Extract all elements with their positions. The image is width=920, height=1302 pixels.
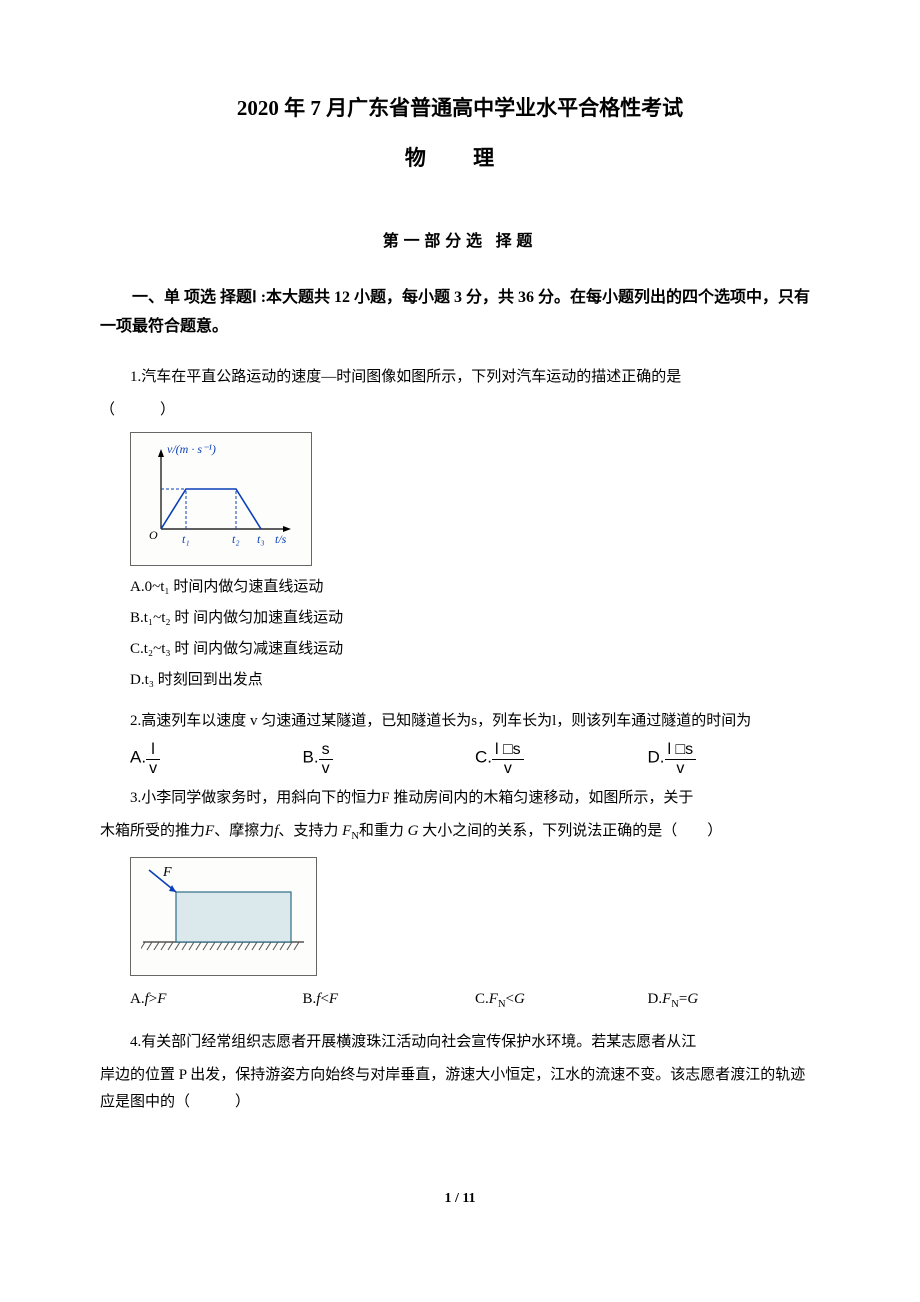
q2-opt-c: C.l □sv <box>475 741 648 777</box>
q2-opt-a-label: A. <box>130 748 146 767</box>
q3-opt-a: A.f>F <box>130 986 303 1015</box>
q2-opt-a-num: l <box>146 741 160 760</box>
q2-opt-d: D.l □sv <box>648 741 821 777</box>
q4-stem-p1: 4.有关部门经常组织志愿者开展横渡珠江活动向社会宣传保护水环境。若某志愿者从江 <box>100 1029 820 1056</box>
q2-opt-a-den: v <box>146 760 160 778</box>
q2-opt-c-label: C. <box>475 748 492 767</box>
title-main: 2020 年 7 月广东省普通高中学业水平合格性考试 <box>100 90 820 128</box>
q1-figure: v/(m · s⁻¹) t/s Ot₁ t₂ t₃ <box>130 432 820 566</box>
q2-opt-b-num: s <box>319 741 333 760</box>
q2-opt-c-num: l □s <box>492 741 524 760</box>
instructions: 一、单 项选 择题Ⅰ :本大题共 12 小题，每小题 3 分，共 36 分。在每… <box>100 284 820 342</box>
q2-opt-a: A.lv <box>130 741 303 777</box>
section-header: 第一部分选 择题 <box>100 228 820 257</box>
q3-stem-p1: 3.小李同学做家务时，用斜向下的恒力F 推动房间内的木箱匀速移动，如图所示，关于 <box>100 785 820 812</box>
svg-text:t₁: t₁ <box>182 532 190 546</box>
q1-opt-b-text: B.t₁~t₂ 时 间内做匀加速直线运动 <box>130 610 343 626</box>
q1-opt-a-text: A.0~t₁ 时间内做匀速直线运动 <box>130 579 323 595</box>
q3-figure-svg: F <box>141 864 306 959</box>
q3-figure: F <box>130 857 820 976</box>
q1-opt-c: C.t₂~t₃ 时 间内做匀减速直线运动 <box>130 636 820 663</box>
q2-opt-d-num: l □s <box>665 741 697 760</box>
q1-opt-b: B.t₁~t₂ 时 间内做匀加速直线运动 <box>130 605 820 632</box>
svg-text:t/s: t/s <box>275 532 287 546</box>
svg-text:t₂: t₂ <box>232 532 240 546</box>
svg-text:F: F <box>162 865 172 880</box>
q3-stem-p2: 木箱所受的推力F、摩擦力f、支持力 FN和重力 G 大小之间的关系，下列说法正确… <box>100 818 820 847</box>
q1-opt-d: D.t₃ 时刻回到出发点 <box>130 667 820 694</box>
page-number: 1 / 11 <box>100 1186 820 1211</box>
q2-opt-b-den: v <box>319 760 333 778</box>
q1-stem-p1: 1.汽车在平直公路运动的速度—时间图像如图所示，下列对汽车运动的描述正确的是 <box>100 364 820 391</box>
svg-text:v/(m · s⁻¹): v/(m · s⁻¹) <box>167 442 216 456</box>
q2-options: A.lv B.sv C.l □sv D.l □sv <box>130 741 820 777</box>
q2-opt-d-label: D. <box>648 748 665 767</box>
q1-opt-d-text: D.t₃ 时刻回到出发点 <box>130 672 263 688</box>
q3-stem-p2-text: 木箱所受的推力F、摩擦力f、支持力 FN和重力 G 大小之间的关系，下列说法正确… <box>100 823 722 839</box>
q1-graph-svg: v/(m · s⁻¹) t/s Ot₁ t₂ t₃ <box>141 439 301 549</box>
title-sub: 物 理 <box>100 140 820 178</box>
q1-opt-c-text: C.t₂~t₃ 时 间内做匀减速直线运动 <box>130 641 343 657</box>
q1-stem-p2: （ ） <box>100 397 820 424</box>
q2-opt-b-label: B. <box>303 748 319 767</box>
q3-options: A.f>F B.f<F C.FN<G D.FN=G <box>130 986 820 1015</box>
q3-opt-c: C.FN<G <box>475 986 648 1015</box>
q3-opt-d: D.FN=G <box>648 986 821 1015</box>
q1-opt-a: A.0~t₁ 时间内做匀速直线运动 <box>130 574 820 601</box>
q4-stem-p2: 岸边的位置 P 出发，保持游姿方向始终与对岸垂直，游速大小恒定，江水的流速不变。… <box>100 1062 820 1116</box>
q2-opt-c-den: v <box>492 760 524 778</box>
svg-text:O: O <box>149 528 158 542</box>
svg-text:t₃: t₃ <box>257 532 265 546</box>
q2-stem: 2.高速列车以速度 v 匀速通过某隧道，已知隧道长为s，列车长为l，则该列车通过… <box>100 708 820 735</box>
q3-opt-b: B.f<F <box>303 986 476 1015</box>
q2-opt-d-den: v <box>665 760 697 778</box>
q2-opt-b: B.sv <box>303 741 476 777</box>
